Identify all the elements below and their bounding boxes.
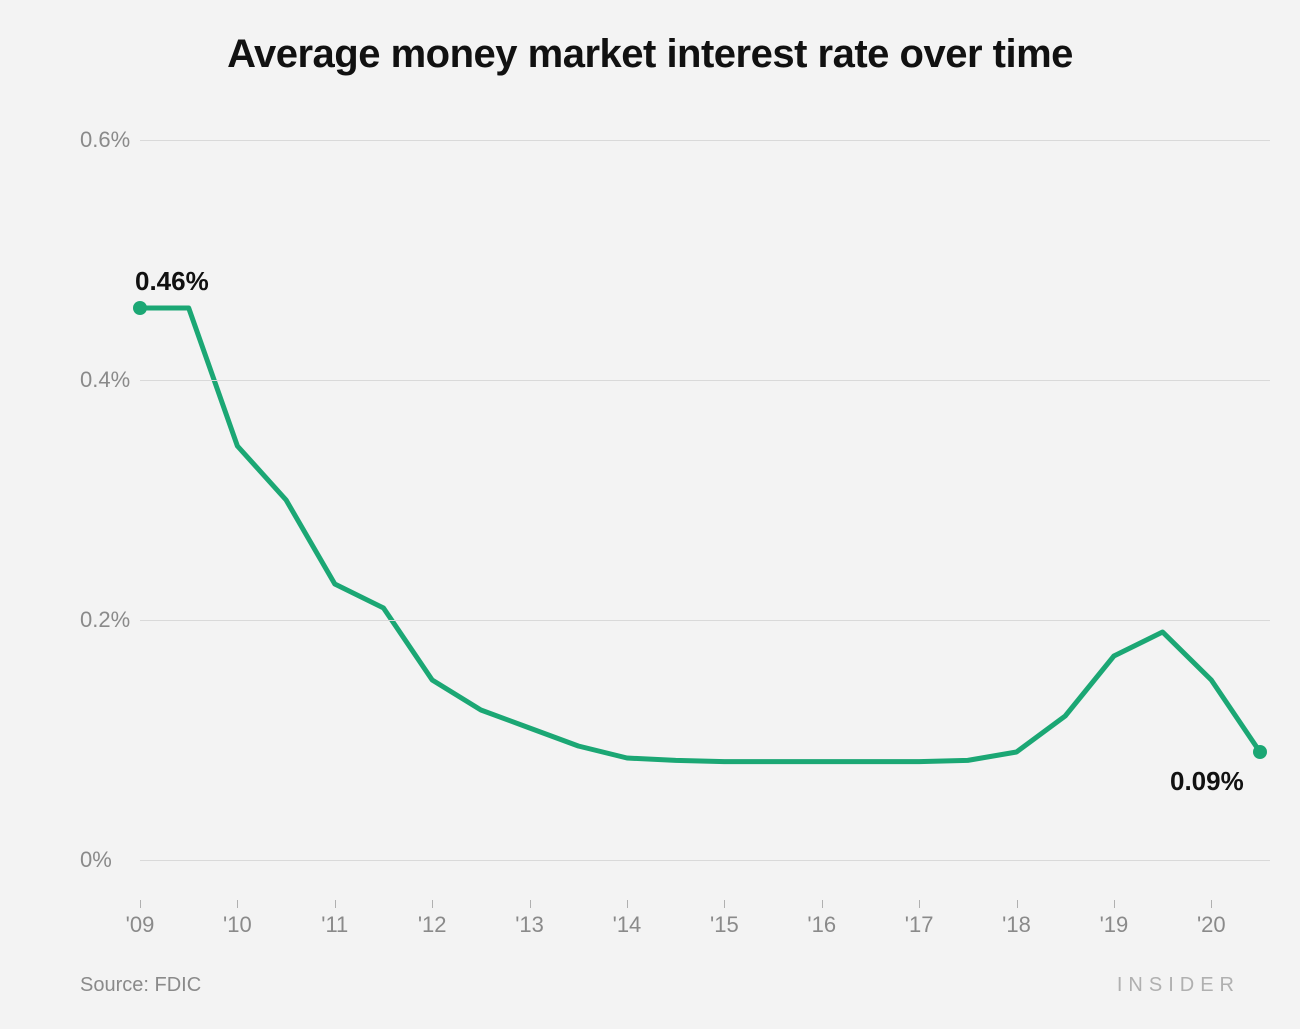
x-tick-label: '20 [1197,912,1226,938]
x-tick-label: '09 [126,912,155,938]
y-tick-label: 0.2% [80,607,135,633]
data-label: 0.46% [135,266,209,297]
y-tick-label: 0.6% [80,127,135,153]
data-label: 0.09% [1170,766,1244,797]
x-tick-label: '13 [515,912,544,938]
x-tick [919,900,920,908]
source-value: FDIC [155,974,202,996]
chart-container: Average money market interest rate over … [0,0,1300,1029]
x-tick [822,900,823,908]
source: Source: FDIC [80,974,201,997]
y-tick-label: 0% [80,847,135,873]
x-tick-label: '16 [807,912,836,938]
x-tick-label: '19 [1100,912,1129,938]
x-tick-label: '15 [710,912,739,938]
x-tick [627,900,628,908]
x-tick [1114,900,1115,908]
chart-title: Average money market interest rate over … [0,0,1300,77]
x-tick [432,900,433,908]
x-tick-label: '11 [321,912,348,938]
x-tick-label: '10 [223,912,252,938]
chart-footer: Source: FDIC INSIDER [80,974,1240,997]
x-tick-label: '18 [1002,912,1031,938]
gridline [140,140,1270,141]
x-tick [1017,900,1018,908]
data-point-marker [133,301,147,315]
x-tick-label: '17 [905,912,934,938]
x-tick [724,900,725,908]
x-tick-label: '12 [418,912,447,938]
source-label: Source: [80,974,149,996]
x-tick [140,900,141,908]
gridline [140,620,1270,621]
x-tick-label: '14 [613,912,642,938]
line-series [140,308,1260,762]
gridline [140,860,1270,861]
x-tick [530,900,531,908]
y-tick-label: 0.4% [80,367,135,393]
x-tick [1211,900,1212,908]
brand-label: INSIDER [1117,974,1240,997]
plot-area: 0%0.2%0.4%0.6%'09'10'11'12'13'14'15'16'1… [80,120,1270,900]
data-point-marker [1253,745,1267,759]
x-tick [335,900,336,908]
gridline [140,380,1270,381]
x-tick [237,900,238,908]
line-chart-svg [80,120,1270,900]
